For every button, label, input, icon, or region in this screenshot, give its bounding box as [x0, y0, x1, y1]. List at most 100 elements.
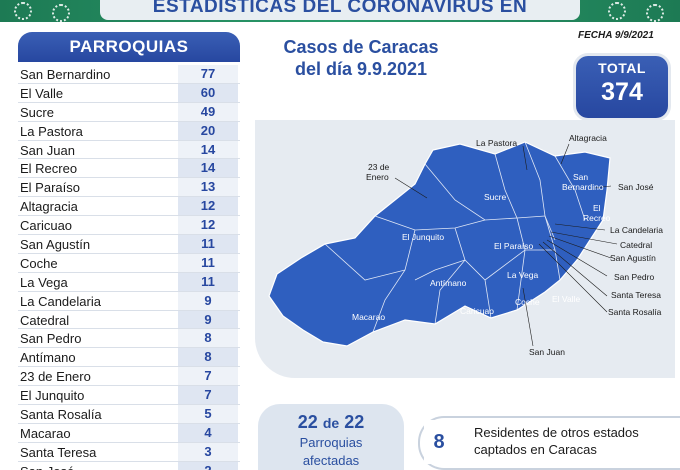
parroquia-count: 13: [178, 178, 238, 198]
table-row: El Junquito 7: [18, 386, 240, 406]
parroquia-name: Macarao: [20, 425, 71, 441]
virus-icon: [52, 4, 70, 22]
parroquia-count: 77: [178, 65, 238, 84]
casos-title-line1: Casos de Caracas: [283, 37, 439, 57]
parroquias-afectadas-line1: Parroquias: [299, 435, 363, 450]
residentes-line1: Residentes de otros estados: [474, 425, 639, 440]
parroquia-name: Santa Rosalía: [20, 407, 102, 423]
map-label-23-de-enero-line1: 23 de: [368, 162, 390, 172]
virus-icon: [14, 2, 32, 20]
parroquia-count: 11: [178, 235, 238, 254]
parroquia-count: 11: [178, 272, 238, 292]
parroquia-name: Santa Teresa: [20, 444, 97, 460]
table-row: Catedral 9: [18, 310, 240, 330]
date-label: FECHA 9/9/2021: [578, 30, 654, 41]
parroquia-count: 20: [178, 121, 238, 141]
table-row: El Valle 60: [18, 83, 240, 103]
parroquia-count: 7: [178, 367, 238, 387]
table-row: San Bernardino 77: [18, 65, 240, 84]
parroquia-count: 3: [178, 442, 238, 462]
table-row: San Pedro 8: [18, 329, 240, 349]
table-row: Santa Teresa 3: [18, 442, 240, 462]
parroquia-name: Altagracia: [20, 199, 78, 215]
table-row: Caricuao 12: [18, 216, 240, 236]
parroquia-count: 9: [178, 310, 238, 330]
parroquia-count: 7: [178, 386, 238, 406]
map-label-catedral: Catedral: [620, 240, 653, 250]
map-label-el-paraiso: El Paraíso: [494, 241, 534, 251]
caracas-map-shape: [268, 141, 611, 347]
parroquias-table: PARROQUIAS San Bernardino 77 El Valle 60 Suc…: [18, 32, 240, 470]
parroquia-name: Caricuao: [20, 218, 73, 234]
parroquia-name: El Junquito: [20, 388, 85, 404]
table-row: San Juan 14: [18, 140, 240, 160]
map-label-el-valle: El Valle: [552, 294, 581, 304]
total-box: TOTAL 374: [576, 56, 668, 118]
table-row: Antímano 8: [18, 348, 240, 368]
parroquia-count: 14: [178, 159, 238, 179]
map-label-san-agustin: San Agustín: [610, 253, 656, 263]
total-label: TOTAL: [598, 60, 646, 76]
parroquia-count: 49: [178, 102, 238, 122]
map-label-sucre: Sucre: [484, 192, 507, 202]
parroquia-name: San Agustín: [20, 237, 91, 253]
map-label-el-junquito: El Junquito: [402, 232, 445, 242]
parroquias-afectadas-count: 22 de 22: [258, 412, 404, 433]
parroquia-name: San Bernardino: [20, 67, 111, 82]
map-label-san-pedro: San Pedro: [614, 272, 655, 282]
parroquias-afectadas-of: de: [322, 415, 340, 431]
table-row: La Vega 11: [18, 272, 240, 292]
parroquia-name: Catedral: [20, 312, 70, 328]
table-row: La Candelaria 9: [18, 291, 240, 311]
header-banner: ESTADÍSTICAS DEL CORONAVIRUS EN VENEZUEL…: [0, 0, 680, 22]
parroquias-afectadas-total: 22: [344, 412, 365, 432]
parroquia-name: La Vega: [20, 274, 68, 290]
page-title: ESTADÍSTICAS DEL CORONAVIRUS EN VENEZUEL…: [100, 0, 580, 20]
parroquia-name: El Recreo: [20, 161, 78, 177]
parroquias-afectadas-box: 22 de 22 Parroquias afectadas: [258, 404, 404, 470]
residentes-count: 8: [424, 420, 454, 464]
parroquia-name: El Paraíso: [20, 180, 80, 196]
virus-icon: [608, 2, 626, 20]
total-value: 374: [601, 78, 643, 106]
table-row: San Agustín 11: [18, 235, 240, 254]
casos-title-line2: del día 9.9.2021: [294, 59, 428, 79]
map-label-macarao: Macarao: [352, 312, 386, 322]
map-label-caricuao: Caricuao: [460, 306, 495, 316]
table-row: Altagracia 12: [18, 197, 240, 217]
parroquia-name: Coche: [20, 255, 58, 271]
residentes-box: [418, 416, 680, 470]
map-label-la-pastora: La Pastora: [476, 138, 518, 148]
table-row: Sucre 49: [18, 102, 240, 122]
parroquia-name: Sucre: [20, 104, 54, 120]
casos-title: Casos de Caracas del día 9.9.2021: [276, 36, 446, 80]
map-label-san-bernardino-line1: San: [573, 172, 589, 182]
parroquia-count: 4: [178, 423, 238, 443]
parroquia-name: La Candelaria: [20, 293, 101, 309]
map-label-la-candelaria: La Candelaria: [610, 225, 663, 235]
map-label-el-recreo-line1: El: [593, 203, 601, 213]
table-row: 23 de Enero 7: [18, 367, 240, 387]
table-row: Macarao 4: [18, 423, 240, 443]
parroquia-count: 14: [178, 140, 238, 160]
residentes-text: Residentes de otros estados captados en …: [474, 424, 674, 458]
label-leaders: [394, 143, 618, 347]
parroquia-count: 2: [178, 461, 238, 470]
table-row: El Recreo 14: [18, 159, 240, 179]
map-label-san-juan: San Juan: [529, 347, 565, 357]
parroquia-name: San José: [20, 464, 74, 470]
map-label-23-de-enero-line2: Enero: [366, 172, 389, 182]
caracas-map: [268, 141, 618, 347]
parroquia-name: San Juan: [20, 142, 75, 158]
map-label-san-bernardino-line2: Bernardino: [562, 182, 604, 192]
table-row: La Pastora 20: [18, 121, 240, 141]
parroquia-count: 9: [178, 291, 238, 311]
map-label-la-vega: La Vega: [507, 270, 539, 280]
parroquia-count: 5: [178, 405, 238, 424]
map-label-san-jose: San José: [618, 182, 654, 192]
parroquias-afectadas-line2: afectadas: [302, 453, 360, 468]
parroquia-name: Antímano: [20, 350, 76, 366]
parroquia-count: 12: [178, 216, 238, 236]
parroquia-count: 8: [178, 329, 238, 349]
map-label-el-recreo-line2: Recreo: [583, 213, 611, 223]
